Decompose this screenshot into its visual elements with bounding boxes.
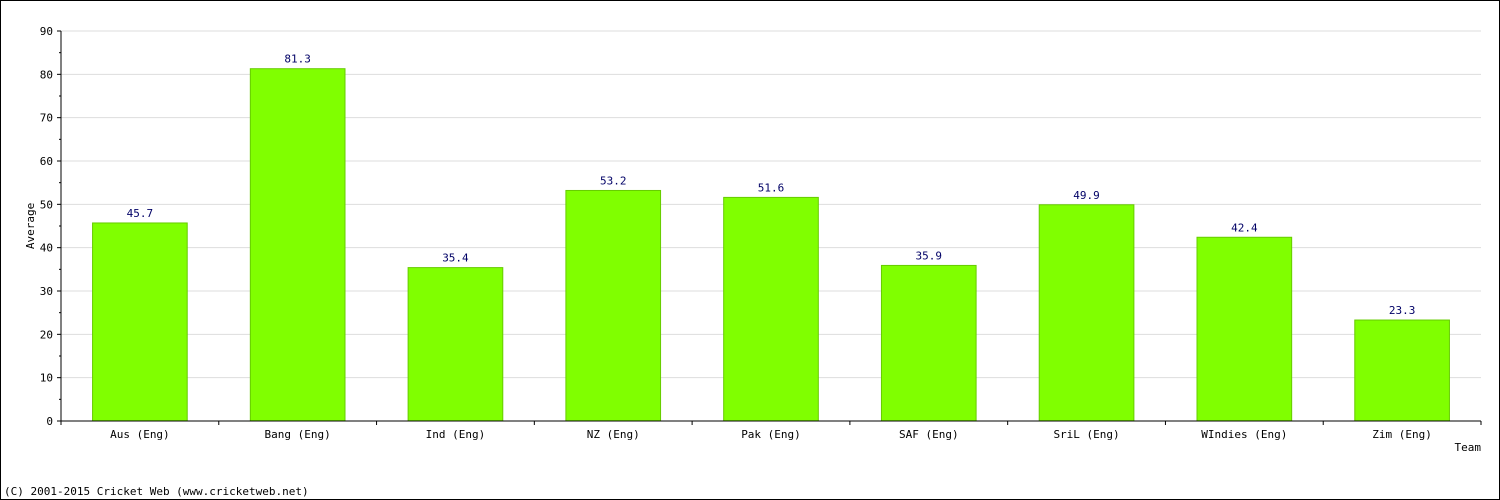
x-tick-label: NZ (Eng) [587, 428, 640, 441]
x-tick-label: Zim (Eng) [1372, 428, 1432, 441]
y-tick-label: 50 [40, 198, 53, 211]
bar-2 [249, 68, 346, 422]
y-tick-label: 70 [40, 112, 53, 125]
y-tick-label: 60 [40, 155, 53, 168]
bars [92, 68, 1450, 422]
axes [57, 30, 1482, 425]
x-axis-title: Team [1455, 441, 1482, 454]
bar-7 [1038, 204, 1135, 422]
y-tick-label: 0 [46, 415, 53, 428]
y-tick-label: 10 [40, 372, 53, 385]
bar-value-label: 23.3 [1389, 304, 1416, 317]
y-tick-label: 30 [40, 285, 53, 298]
bar-value-label: 45.7 [127, 207, 154, 220]
bar-5 [723, 196, 819, 422]
bar-value-label: 51.6 [758, 181, 785, 194]
x-tick-label: Ind (Eng) [426, 428, 486, 441]
bar-8 [1196, 236, 1293, 422]
x-tick-label: Bang (Eng) [265, 428, 331, 441]
bar-value-label: 42.4 [1231, 221, 1258, 234]
bar-value-label: 49.9 [1073, 189, 1100, 202]
y-tick-label: 20 [40, 328, 53, 341]
bar-9 [1354, 319, 1450, 422]
copyright-footer: (C) 2001-2015 Cricket Web (www.cricketwe… [4, 485, 309, 498]
bar-value-label: 53.2 [600, 174, 627, 187]
bar-3 [407, 267, 504, 422]
bar-4 [565, 189, 662, 422]
x-tick-label: Pak (Eng) [741, 428, 801, 441]
bar-value-label: 35.4 [442, 252, 469, 265]
y-axis-title: Average [24, 203, 37, 249]
x-tick-label: WIndies (Eng) [1201, 428, 1287, 441]
bar-6 [880, 264, 977, 422]
y-tick-label: 80 [40, 68, 53, 81]
y-tick-label: 90 [40, 25, 53, 38]
x-tick-label: Aus (Eng) [110, 428, 170, 441]
y-tick-label: 40 [40, 242, 53, 255]
bar-value-label: 35.9 [916, 249, 943, 262]
x-tick-label: SriL (Eng) [1053, 428, 1119, 441]
bar-value-label: 81.3 [284, 53, 311, 66]
labels: 0 10 20 30 40 50 60 70 80 90 45.7 Aus (Eng) 81.3 Bang… [40, 25, 1432, 441]
bar-1 [92, 222, 188, 422]
x-tick-label: SAF (Eng) [899, 428, 959, 441]
